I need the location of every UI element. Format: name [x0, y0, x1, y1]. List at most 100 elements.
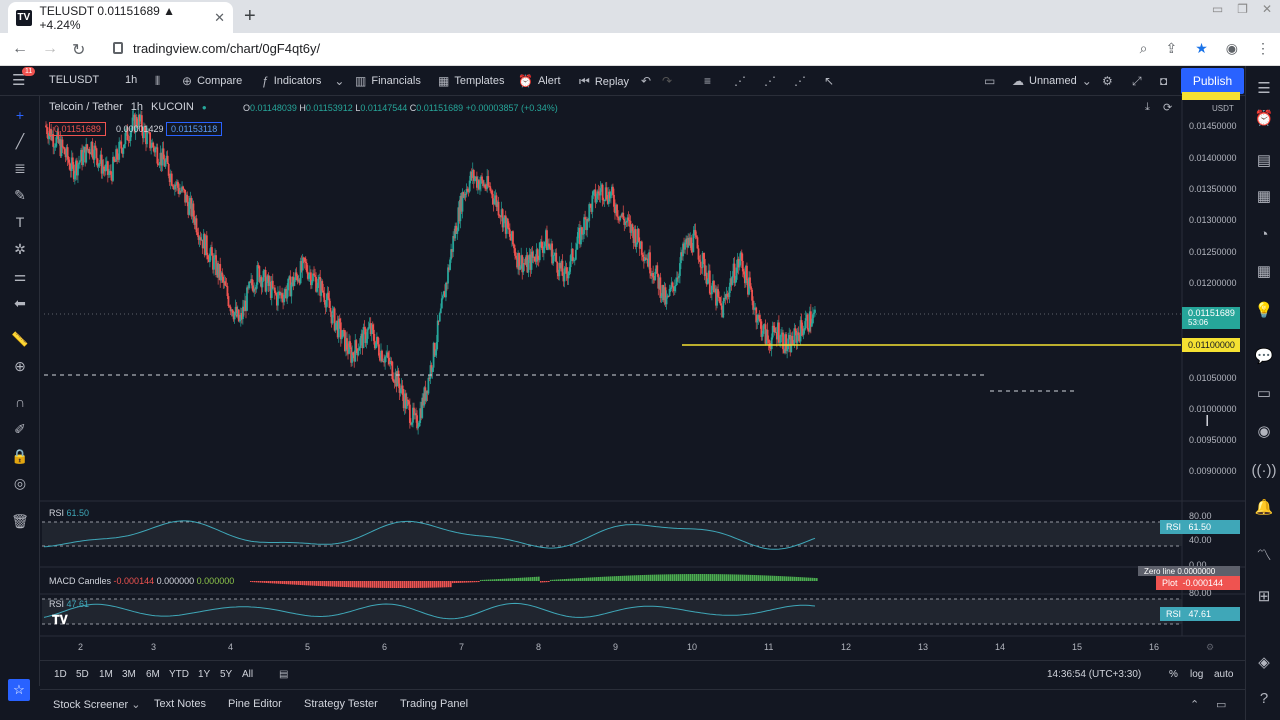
tab-stock-screener[interactable]: Stock Screener ⌄ [53, 698, 140, 711]
wave-tool-icon[interactable]: ⋰ [764, 74, 776, 88]
browser-tab[interactable]: TV TELUSDT 0.01151689 ▲ +4.24% ✕ [8, 2, 233, 33]
close-window-icon[interactable]: ✕ [1261, 2, 1272, 16]
tab-strategy-tester[interactable]: Strategy Tester [304, 698, 378, 710]
fib-icon[interactable]: ≣ [14, 159, 26, 176]
new-tab-icon[interactable]: + [244, 5, 256, 27]
zoom-icon[interactable]: ⌕ [1139, 40, 1148, 56]
refresh-icon[interactable]: ⟳ [1163, 102, 1173, 114]
layers-icon[interactable]: ◈ [1258, 654, 1270, 671]
collapse-panel-icon[interactable]: ⌃ [1190, 699, 1200, 711]
favorites-star-icon[interactable]: ☆ [8, 679, 30, 701]
crosshair-icon[interactable]: + [15, 107, 25, 123]
trendline-icon[interactable]: ╱ [15, 132, 25, 149]
fullscreen-icon[interactable]: ⤢ [1132, 74, 1142, 88]
menu-dots-icon[interactable]: ⋮ [1256, 40, 1270, 56]
candle-style-icon[interactable]: ⫴ [155, 74, 161, 88]
macd-pane-legend[interactable]: MACD Candles -0.000144 0.000000 0.000000 [49, 576, 234, 586]
log-toggle[interactable]: log [1190, 669, 1204, 680]
forward-icon[interactable]: → [42, 40, 58, 57]
cursor-icon[interactable]: ↖ [824, 74, 835, 88]
back-arrow-icon[interactable]: ⬅ [14, 294, 26, 311]
range-1m[interactable]: 1M [99, 669, 113, 680]
data-window-icon[interactable]: ▦ [1256, 188, 1272, 205]
range-3m[interactable]: 3M [122, 669, 136, 680]
pattern-icon[interactable]: ✲ [14, 240, 26, 257]
back-icon[interactable]: ← [12, 40, 28, 57]
clock-timezone[interactable]: 14:36:54 (UTC+3:30) [1047, 669, 1142, 680]
prediction-icon[interactable]: ⚌ [13, 267, 27, 284]
trash-icon[interactable]: 🗑 [11, 512, 29, 529]
tab-text-notes[interactable]: Text Notes [154, 698, 206, 710]
indicators-button[interactable]: ƒ Indicators ⌄ [262, 74, 344, 88]
url-field[interactable]: tradingview.com/chart/0gF4qt6y/ [133, 41, 321, 56]
pattern-tool-icon[interactable]: ⋰ [734, 74, 746, 88]
undo-icon[interactable]: ↶ [641, 74, 652, 88]
lines-tool-icon[interactable]: ≡ [704, 74, 712, 88]
price-scale[interactable]: USDT 0.01450000 0.01400000 0.01350000 0.… [1182, 96, 1244, 636]
eye-icon[interactable]: ◎ [13, 474, 27, 491]
sell-price-box[interactable]: 0.01151689 [49, 122, 106, 136]
symbol-legend[interactable]: Telcoin / Tether 1h KUCOIN ● [49, 101, 207, 113]
magnet-icon[interactable]: ∩ [14, 394, 26, 410]
share-icon[interactable]: ⇪ [1165, 40, 1178, 56]
streams-icon[interactable]: ◉ [1257, 423, 1271, 440]
close-tab-icon[interactable]: ✕ [214, 9, 225, 25]
reload-icon[interactable]: ↻ [72, 42, 86, 59]
ruler-icon[interactable]: 📏 [11, 330, 29, 347]
range-all[interactable]: All [242, 669, 254, 680]
layout-name-button[interactable]: ☁ Unnamed ⌄ [1012, 74, 1092, 88]
calendar-icon[interactable]: ▤ [279, 669, 289, 680]
replay-button[interactable]: ⏮ Replay [579, 74, 629, 89]
percent-toggle[interactable]: % [1169, 669, 1178, 680]
restore-icon[interactable]: ❐ [1237, 2, 1248, 16]
range-ytd[interactable]: YTD [169, 669, 189, 680]
maximize-panel-icon[interactable]: ▭ [1216, 699, 1227, 711]
range-6m[interactable]: 6M [146, 669, 160, 680]
rsi2-pane-legend[interactable]: RSI 47.61 [49, 599, 89, 609]
range-1y[interactable]: 1Y [198, 669, 211, 680]
range-5d[interactable]: 5D [76, 669, 89, 680]
publish-button[interactable]: Publish [1181, 68, 1244, 94]
hotlist-icon[interactable]: ◔ [1259, 225, 1269, 243]
range-5y[interactable]: 5Y [220, 669, 233, 680]
trend-icon[interactable]: 〽 [1256, 546, 1272, 564]
auto-toggle[interactable]: auto [1214, 669, 1234, 680]
pencil-lock-icon[interactable]: ✐ [14, 420, 26, 437]
watchlist-icon[interactable]: ☰ [1257, 80, 1271, 97]
time-axis-settings-icon[interactable]: ⚙ [1206, 642, 1215, 652]
messages-icon[interactable]: ▭ [1256, 385, 1272, 402]
bookmark-star-icon[interactable]: ★ [1195, 40, 1208, 56]
time-axis[interactable]: 2 3 4 5 6 7 8 9 10 11 12 13 14 15 16 ⚙ [40, 636, 1214, 656]
calendar-icon[interactable]: ▦ [1256, 263, 1272, 280]
ideas-icon[interactable]: 💡 [1254, 302, 1274, 319]
scroll-down-icon[interactable]: ⤓ [1145, 101, 1150, 113]
buy-price-box[interactable]: 0.01153118 [166, 122, 223, 136]
chat-icon[interactable]: 💬 [1254, 348, 1274, 365]
camera-icon[interactable]: ◘ [1160, 74, 1168, 88]
tab-pine-editor[interactable]: Pine Editor [228, 698, 282, 710]
brush-icon[interactable]: ✎ [14, 186, 26, 203]
alert-button[interactable]: ⏰ Alert [518, 74, 561, 88]
zoom-in-icon[interactable]: ⊕ [14, 357, 26, 374]
news-icon[interactable]: ▤ [1256, 152, 1272, 169]
profile-icon[interactable]: ◉ [1225, 40, 1238, 56]
broadcast-icon[interactable]: ((·)) [1251, 461, 1277, 479]
tab-trading-panel[interactable]: Trading Panel [400, 698, 469, 710]
interval-selector[interactable]: 1h [125, 74, 138, 86]
help-icon[interactable]: ? [1259, 689, 1269, 707]
compare-button[interactable]: ⊕ Compare [182, 74, 242, 88]
object-tree-icon[interactable]: ⊞ [1257, 588, 1271, 605]
rsi-pane-legend[interactable]: RSI 61.50 [49, 508, 89, 518]
financials-button[interactable]: ▥ Financials [355, 74, 421, 88]
range-1d[interactable]: 1D [54, 669, 67, 680]
templates-button[interactable]: ▦ Templates [438, 74, 504, 88]
hamburger-menu-icon[interactable]: ☰ [12, 72, 26, 89]
fullscreen-select-icon[interactable]: ▭ [984, 74, 996, 88]
lock-drawings-icon[interactable]: 🔒 [11, 447, 29, 464]
notifications-bell-icon[interactable]: 🔔 [1254, 499, 1274, 516]
text-tool-icon[interactable]: T [15, 214, 25, 230]
elliott-tool-icon[interactable]: ⋰ [794, 74, 806, 88]
redo-icon[interactable]: ↷ [662, 74, 673, 88]
settings-gear-icon[interactable]: ⚙ [1102, 74, 1113, 88]
